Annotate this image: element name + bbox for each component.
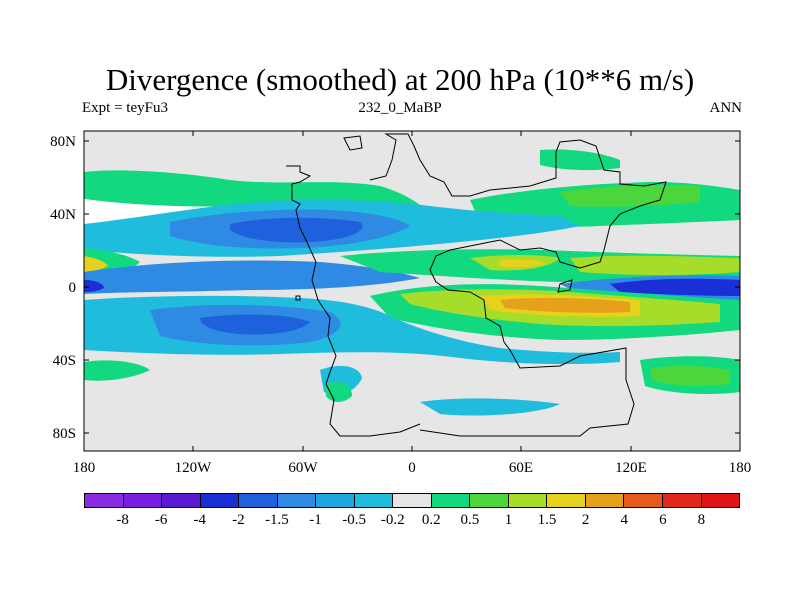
period-label: 232_0_MaBP — [358, 100, 442, 116]
colorbar-label: 1 — [504, 512, 513, 528]
lon-label-180e: 180 — [728, 460, 752, 476]
colorbar-swatch — [316, 494, 355, 507]
colorbar-label: -8 — [116, 512, 129, 528]
colorbar-label: -2 — [232, 512, 245, 528]
season-label: ANN — [709, 100, 743, 116]
lat-label-40s: 40S — [52, 353, 76, 369]
contour-field — [84, 131, 740, 451]
coastlines — [286, 133, 667, 437]
contour-eq-yg-east — [570, 255, 740, 275]
colorbar-label: -1.5 — [265, 512, 289, 528]
colorbar — [84, 493, 740, 508]
lat-label-40n: 40N — [50, 207, 76, 223]
colorbar-swatch — [123, 494, 163, 507]
contour-asia-green — [540, 149, 620, 171]
colorbar-label: 6 — [659, 512, 667, 528]
colorbar-swatch — [162, 494, 201, 507]
lon-label-60e: 60E — [508, 460, 534, 476]
colorbar-label: 1.5 — [537, 512, 557, 528]
colorbar-swatch — [508, 494, 548, 507]
colorbar-swatch — [239, 494, 278, 507]
lon-label-120e: 120E — [615, 460, 647, 476]
colorbar-label: -0.5 — [342, 512, 366, 528]
colorbar-label: 4 — [620, 512, 628, 528]
colorbar-swatch — [624, 494, 663, 507]
colorbar-label: 0.5 — [460, 512, 480, 528]
colorbar-swatch — [470, 494, 509, 507]
lon-label-180w: 180 — [72, 460, 96, 476]
contour-sh-orange — [500, 297, 630, 313]
colorbar-swatch — [701, 494, 740, 507]
coast-europe-asia — [369, 133, 667, 437]
lat-label-80s: 80S — [52, 426, 76, 442]
lon-label-60w: 60W — [288, 460, 318, 476]
colorbar-swatch — [585, 494, 625, 507]
contour-asia-belt-yg — [560, 185, 700, 207]
contour-shb-dark — [200, 314, 310, 335]
contour-eq-deep-east — [610, 278, 740, 296]
lon-label-0: 0 — [408, 460, 416, 476]
contour-nh-dark — [230, 217, 363, 243]
plot-title: Divergence (smoothed) at 200 hPa (10**6 … — [105, 62, 695, 97]
contour-ss-west — [84, 360, 150, 381]
coast-islands — [295, 279, 573, 301]
colorbar-label: -6 — [154, 512, 168, 528]
contour-eq-yellow-mid — [500, 259, 545, 268]
colorbar-swatch — [431, 494, 471, 507]
axis-ticks — [84, 131, 740, 451]
colorbar-label: -1 — [309, 512, 322, 528]
colorbar-label: 0.2 — [421, 512, 441, 528]
contour-eq-yellow-west — [84, 256, 108, 272]
colorbar-swatch — [393, 494, 432, 507]
contour-eq-deep — [84, 280, 104, 292]
lat-label-80n: 80N — [50, 134, 76, 150]
colorbar-swatch — [277, 494, 317, 507]
colorbar-label: -4 — [193, 512, 207, 528]
colorbar-swatch — [354, 494, 394, 507]
colorbar-swatch — [85, 494, 124, 507]
colorbar-swatch — [547, 494, 586, 507]
coast-greenland — [343, 135, 363, 151]
contour-ss-east-mid — [650, 365, 730, 387]
colorbar-label: -0.2 — [380, 512, 405, 528]
coast-north — [286, 165, 421, 437]
experiment-label: Expt = teyFu3 — [82, 100, 168, 116]
contour-eq-blue — [84, 260, 420, 294]
colorbar-swatch — [200, 494, 240, 507]
lat-label-0: 0 — [68, 280, 77, 296]
colorbar-label: 2 — [581, 512, 590, 528]
colorbar-label: 8 — [697, 512, 706, 528]
colorbar-swatch — [662, 494, 702, 507]
contour-ss-blue-south — [420, 398, 560, 416]
lon-label-120w: 120W — [174, 460, 212, 476]
